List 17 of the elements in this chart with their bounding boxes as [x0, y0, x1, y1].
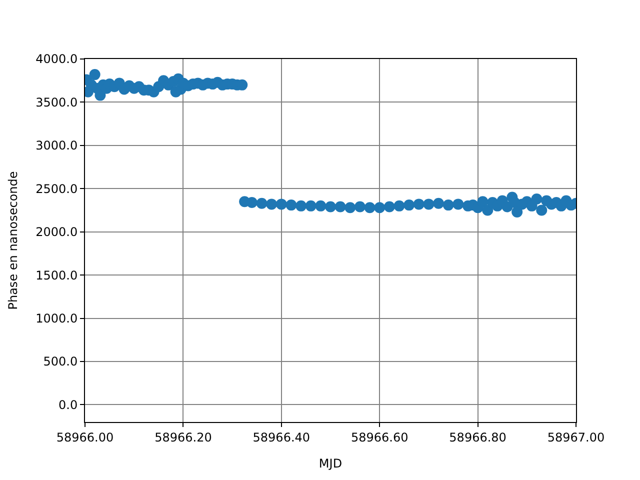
y-tick-label: 1500.0 [36, 268, 78, 282]
y-tick-label: 500.0 [43, 354, 78, 369]
x-tick-label: 58966.80 [449, 430, 506, 444]
y-axis-title: Phase en nanoseconde [6, 171, 20, 310]
x-axis-title: MJD [318, 456, 342, 470]
x-tick-label: 58967.00 [547, 430, 605, 444]
y-tick-label: 2000.0 [36, 225, 78, 240]
x-tick-label: 58966.60 [350, 430, 408, 444]
x-tick-label: 58966.40 [252, 430, 310, 444]
y-tick-label: 1000.0 [36, 311, 78, 326]
y-tick-label: 3000.0 [36, 138, 78, 153]
y-tick-label: 3500.0 [36, 95, 78, 110]
y-tick-label: 0.0 [58, 398, 78, 412]
y-tick-label: 2500.0 [36, 182, 78, 196]
x-tick-label: 58966.20 [154, 430, 212, 444]
y-tick-label: 4000.0 [36, 52, 78, 66]
x-tick-label: 58966.00 [56, 430, 114, 444]
